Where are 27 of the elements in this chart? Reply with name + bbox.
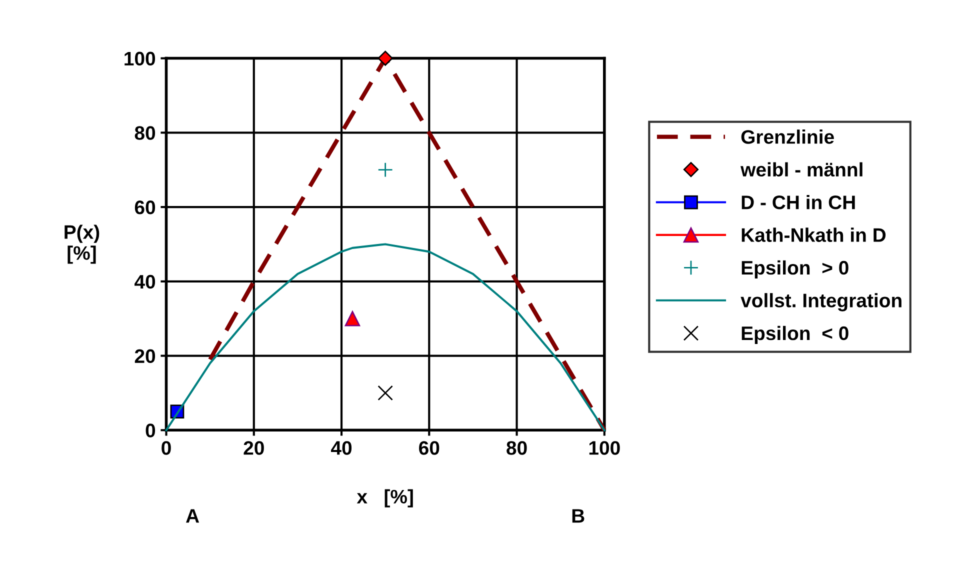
legend-label: weibl - männl [740, 162, 862, 177]
text: A [186, 509, 200, 523]
legend-label: Epsilon > 0 [742, 260, 848, 279]
y-tick-label: 80 [134, 126, 156, 140]
y-tick-label: 60 [134, 200, 156, 214]
x-tick-label: 0 [162, 441, 171, 455]
x-tick-label: 80 [506, 441, 527, 455]
point [378, 385, 393, 401]
point [378, 50, 393, 66]
y-axis-title: P(x) [%] [64, 224, 100, 264]
legend-label: Epsilon < 0 [742, 326, 848, 344]
legend-label: vollst. Integration [740, 293, 902, 312]
y-tick-label: 0 [146, 424, 156, 438]
text: B [572, 509, 584, 523]
x-tick-label: 20 [244, 441, 264, 455]
x-axis-title: x [%] [356, 489, 413, 508]
legend-label: Kath-Nkath in D [742, 228, 886, 242]
legend-label: D - CH in CH [742, 194, 855, 210]
y-tick-label: 100 [124, 52, 156, 66]
point [344, 310, 360, 326]
y-tick-label: 20 [134, 349, 156, 364]
legend-label: Grenzlinie [741, 130, 834, 144]
x-tick-label: 40 [331, 441, 352, 455]
x-tick-label: 100 [589, 441, 620, 455]
y-tick-label: 40 [134, 274, 156, 289]
x-tick-label: 60 [419, 441, 440, 455]
point [378, 162, 393, 178]
